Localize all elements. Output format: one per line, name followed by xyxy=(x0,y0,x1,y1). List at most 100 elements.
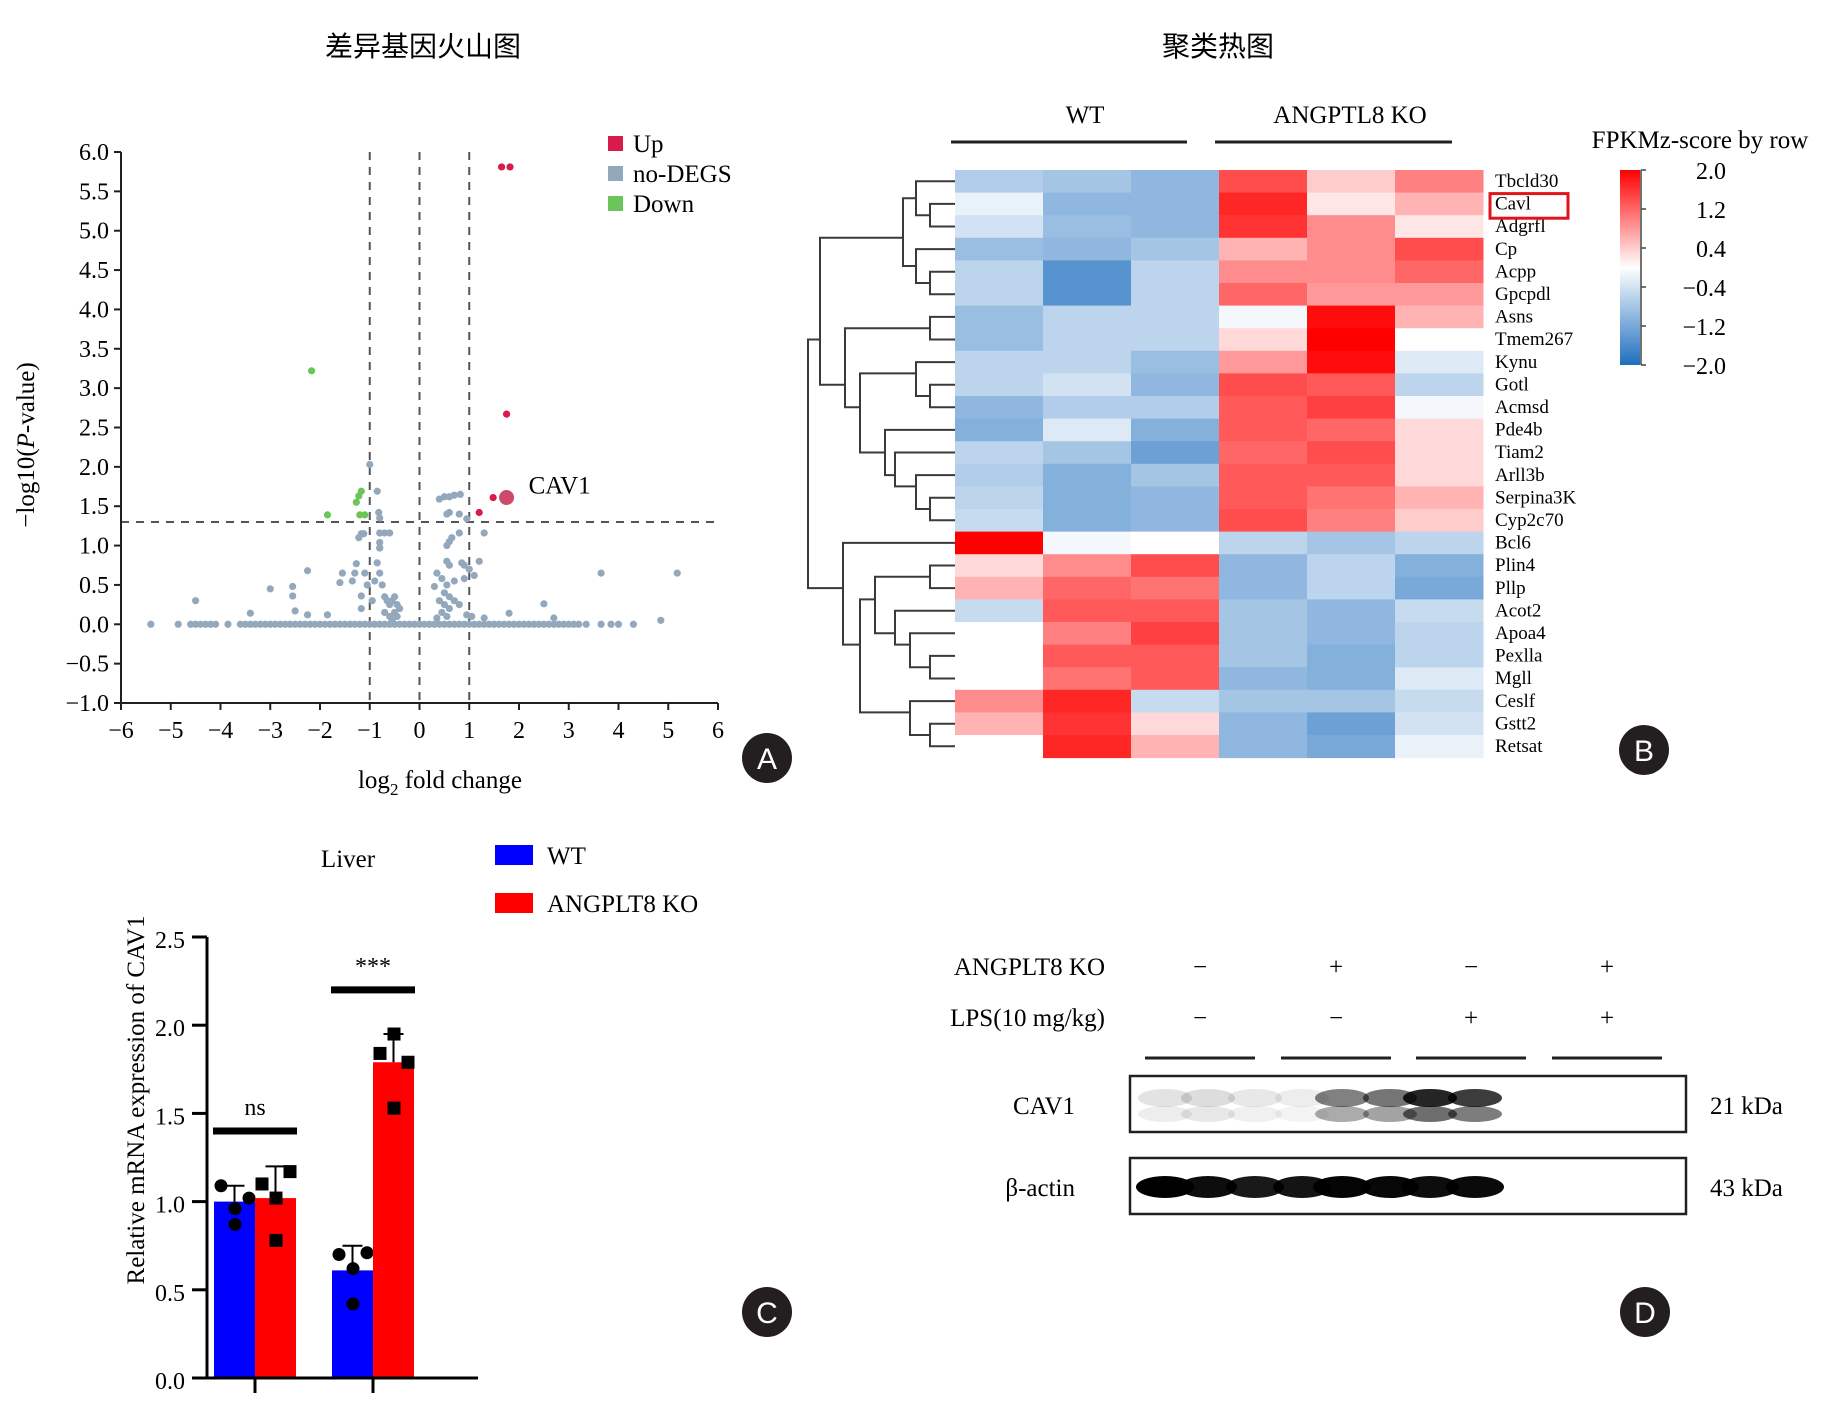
volcano-point-no-degs xyxy=(400,620,409,628)
heatmap-cell xyxy=(1219,192,1308,216)
heatmap-cell xyxy=(1395,350,1484,374)
legend-swatch xyxy=(495,845,533,865)
volcano-point-no-degs xyxy=(192,620,200,628)
heatmap-cell xyxy=(1043,735,1132,759)
x-tick-label: −4 xyxy=(208,718,234,744)
volcano-point-no-degs xyxy=(289,582,297,591)
volcano-point-no-degs xyxy=(570,620,578,628)
volcano-point-no-degs xyxy=(607,620,615,628)
volcano-point-no-degs xyxy=(366,620,374,628)
heatmap-cell xyxy=(955,350,1044,374)
heatmap-cell xyxy=(1131,283,1220,307)
heatmap-cell xyxy=(1131,441,1220,465)
volcano-point-no-degs xyxy=(550,614,558,622)
heatmap-cell xyxy=(1395,509,1484,533)
data-point xyxy=(401,1055,415,1069)
heatmap-cell xyxy=(1131,599,1220,623)
bar-ko xyxy=(255,1198,296,1378)
gene-label: Mgll xyxy=(1495,668,1532,689)
bar-y-axis-label: Relative mRNA expression of CAV1 xyxy=(123,916,150,1285)
heatmap-cell xyxy=(1131,509,1220,533)
volcano-point-no-degs xyxy=(261,620,269,628)
heatmap-cell xyxy=(1043,531,1132,555)
heatmap-cell xyxy=(1307,644,1396,668)
volcano-point-no-degs xyxy=(331,620,339,628)
colorbar-tick-label: −1.2 xyxy=(1682,315,1726,341)
heatmap-cell xyxy=(1043,622,1132,646)
volcano-point-no-degs xyxy=(480,529,488,537)
heatmap-cell xyxy=(1395,622,1484,646)
heatmap-cell xyxy=(955,328,1044,352)
colorbar-tick-label: 0.4 xyxy=(1696,237,1726,263)
volcano-point-no-degs xyxy=(211,620,220,628)
y-tick-label: 2.5 xyxy=(155,928,185,954)
volcano-plot: 差异基因火山图 6.0 5.5 5.0 4.5 4.0 3.5 3.0 2.5 2.0 1.5 1.… xyxy=(13,31,792,799)
volcano-point-no-degs xyxy=(470,620,478,628)
heatmap-cell xyxy=(1395,418,1484,442)
volcano-point-no-degs xyxy=(376,620,384,628)
volcano-point-no-degs xyxy=(440,493,448,501)
heatmap-cell xyxy=(1219,260,1308,284)
volcano-point-no-degs xyxy=(361,569,369,577)
heatmap-cell xyxy=(955,170,1044,194)
volcano-point-no-degs xyxy=(490,620,498,628)
heatmap-cell xyxy=(955,237,1044,261)
volcano-point-no-degs xyxy=(357,592,365,600)
heatmap-cell xyxy=(1131,350,1220,374)
heatmap-cell xyxy=(1043,463,1132,487)
gene-label: Plin4 xyxy=(1495,555,1536,576)
volcano-point-no-degs xyxy=(560,620,568,628)
volcano-point-no-degs xyxy=(448,534,456,542)
volcano-point-no-degs xyxy=(565,620,573,628)
volcano-point-down xyxy=(356,511,364,519)
data-point xyxy=(242,1191,256,1205)
volcano-point-no-degs xyxy=(614,620,623,628)
volcano-point-no-degs xyxy=(410,620,419,628)
heatmap-cell xyxy=(1219,554,1308,578)
heatmap-cell xyxy=(1395,486,1484,510)
volcano-point-no-degs xyxy=(256,620,264,628)
volcano-point-no-degs xyxy=(550,620,558,628)
condition-value: + xyxy=(1329,954,1343,981)
volcano-point-no-degs xyxy=(475,557,483,565)
volcano-point-no-degs xyxy=(540,600,548,608)
heatmap-cell xyxy=(955,735,1044,759)
heatmap-cell xyxy=(1395,237,1484,261)
heatmap-cell xyxy=(1307,192,1396,216)
heatmap-cell xyxy=(1043,599,1132,623)
volcano-point-no-degs xyxy=(555,620,563,628)
volcano-point-no-degs xyxy=(174,620,182,628)
heatmap-cell xyxy=(1395,689,1484,713)
y-tick-label: 6.0 xyxy=(79,140,109,166)
volcano-point-no-degs xyxy=(386,529,394,537)
volcano-title: 差异基因火山图 xyxy=(325,31,521,63)
condition-label: LPS(10 mg/kg) xyxy=(950,1005,1105,1032)
volcano-point-no-degs xyxy=(525,620,533,628)
heatmap-cell xyxy=(1395,463,1484,487)
heatmap-cell xyxy=(1395,735,1484,759)
volcano-point-no-degs xyxy=(455,620,463,628)
data-point xyxy=(228,1218,242,1232)
badge-b: B xyxy=(1619,725,1669,775)
legend-swatch xyxy=(608,136,623,151)
group-label-wt: WT xyxy=(1066,102,1105,129)
svg-text:C: C xyxy=(756,1297,778,1330)
volcano-point-no-degs xyxy=(505,609,513,617)
volcano-point-no-degs xyxy=(445,593,453,601)
volcano-point-no-degs xyxy=(326,620,334,628)
heatmap-cell xyxy=(1043,192,1132,216)
volcano-point-no-degs xyxy=(187,620,195,628)
volcano-point-no-degs xyxy=(266,585,274,593)
heatmap-cell xyxy=(1219,328,1308,352)
y-tick-label: 3.0 xyxy=(79,376,109,402)
heatmap-cell xyxy=(1219,215,1308,239)
volcano-point-no-degs xyxy=(376,529,384,537)
volcano-point-no-degs xyxy=(391,593,399,601)
volcano-point-no-degs xyxy=(440,620,448,628)
volcano-point-no-degs xyxy=(438,575,446,583)
heatmap-cell xyxy=(1131,463,1220,487)
heatmap-cell xyxy=(1219,622,1308,646)
heatmap-cell xyxy=(1043,712,1132,736)
volcano-point-no-degs xyxy=(276,620,284,628)
